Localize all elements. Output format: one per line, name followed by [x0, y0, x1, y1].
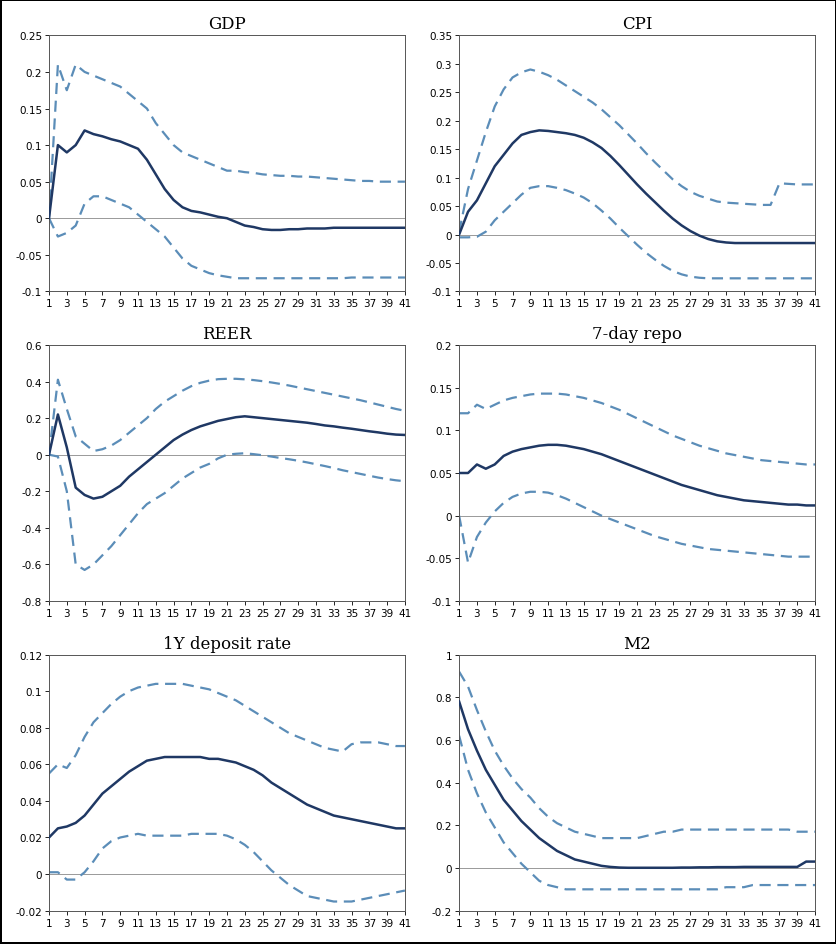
- Title: M2: M2: [623, 635, 650, 652]
- Title: REER: REER: [202, 326, 252, 343]
- Title: CPI: CPI: [621, 16, 651, 33]
- Title: 1Y deposit rate: 1Y deposit rate: [163, 635, 291, 652]
- Title: GDP: GDP: [208, 16, 246, 33]
- Title: 7-day repo: 7-day repo: [591, 326, 681, 343]
